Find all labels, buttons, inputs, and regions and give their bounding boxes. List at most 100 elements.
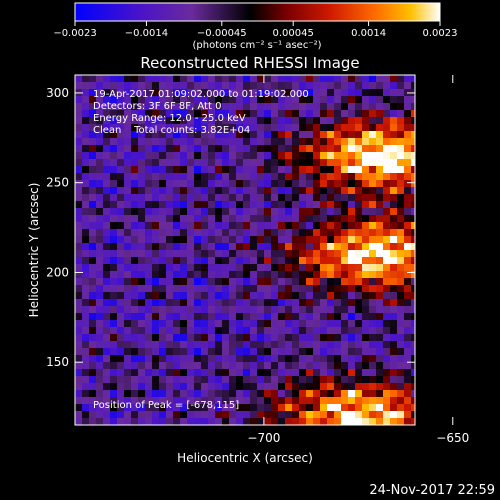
heatmap-cell: [376, 208, 384, 216]
heatmap-cell: [278, 418, 286, 425]
heatmap-cell: [306, 117, 314, 125]
heatmap-cell: [117, 152, 125, 160]
heatmap-cell: [411, 250, 415, 258]
heatmap-cell: [257, 362, 265, 370]
heatmap-cell: [341, 278, 349, 286]
heatmap-cell: [236, 103, 244, 111]
heatmap-cell: [180, 215, 188, 223]
heatmap-cell: [75, 138, 83, 146]
heatmap-cell: [341, 369, 349, 377]
heatmap-cell: [404, 180, 412, 188]
heatmap-cell: [96, 180, 104, 188]
heatmap-cell: [215, 89, 223, 97]
heatmap-cell: [243, 285, 251, 293]
heatmap-cell: [138, 159, 146, 167]
heatmap-cell: [369, 383, 377, 391]
heatmap-cell: [397, 320, 405, 328]
heatmap-cell: [236, 411, 244, 419]
heatmap-cell: [383, 257, 391, 265]
heatmap-cell: [131, 271, 139, 279]
heatmap-cell: [285, 103, 293, 111]
heatmap-cell: [369, 75, 377, 83]
heatmap-cell: [278, 187, 286, 195]
heatmap-cell: [215, 362, 223, 370]
heatmap-cell: [243, 96, 251, 104]
heatmap-cell: [397, 152, 405, 160]
heatmap-cell: [145, 257, 153, 265]
annotation-energy-range: Energy Range: 12.0 - 25.0 keV: [93, 113, 246, 124]
heatmap-cell: [180, 271, 188, 279]
heatmap-cell: [222, 292, 230, 300]
heatmap-cell: [313, 187, 321, 195]
heatmap-cell: [82, 75, 90, 83]
heatmap-cell: [131, 117, 139, 125]
heatmap-cell: [404, 117, 412, 125]
axis-ticks: −700−650−600150200250300: [46, 75, 469, 445]
heatmap-cell: [145, 173, 153, 181]
heatmap-cell: [96, 397, 104, 405]
heatmap-cell: [103, 89, 111, 97]
heatmap-cell: [299, 320, 307, 328]
heatmap-cell: [138, 152, 146, 160]
heatmap-cell: [194, 124, 202, 132]
heatmap-cell: [187, 369, 195, 377]
heatmap-cell: [411, 243, 415, 251]
heatmap-cell: [117, 180, 125, 188]
heatmap-cell: [82, 278, 90, 286]
heatmap-cell: [397, 250, 405, 258]
heatmap-cell: [180, 96, 188, 104]
heatmap-cell: [383, 159, 391, 167]
heatmap-cell: [131, 194, 139, 202]
heatmap-cell: [159, 313, 167, 321]
heatmap-cell: [215, 397, 223, 405]
heatmap-cell: [390, 89, 398, 97]
heatmap-cell: [320, 411, 328, 419]
heatmap-cell: [320, 250, 328, 258]
heatmap-cell: [222, 243, 230, 251]
heatmap-cell: [117, 355, 125, 363]
heatmap-cell: [89, 201, 97, 209]
heatmap-cell: [299, 348, 307, 356]
heatmap-cell: [180, 124, 188, 132]
heatmap-cell: [229, 404, 237, 412]
heatmap-cell: [103, 124, 111, 132]
heatmap-cell: [166, 145, 174, 153]
heatmap-cell: [299, 376, 307, 384]
heatmap-cell: [75, 348, 83, 356]
heatmap-cell: [264, 271, 272, 279]
heatmap-cell: [292, 334, 300, 342]
heatmap-cell: [201, 243, 209, 251]
heatmap-cell: [292, 152, 300, 160]
heatmap-cell: [271, 327, 279, 335]
colorbar-tick-label: 0.00045: [273, 28, 314, 39]
heatmap-cell: [152, 376, 160, 384]
heatmap-cell: [299, 236, 307, 244]
heatmap-cell: [131, 257, 139, 265]
heatmap-cell: [390, 355, 398, 363]
heatmap-cell: [355, 299, 363, 307]
heatmap-cell: [222, 215, 230, 223]
heatmap-cell: [229, 320, 237, 328]
heatmap-cell: [201, 110, 209, 118]
heatmap-cell: [82, 411, 90, 419]
heatmap-cell: [320, 327, 328, 335]
heatmap-cell: [138, 215, 146, 223]
heatmap-cell: [117, 390, 125, 398]
heatmap-cell: [152, 159, 160, 167]
heatmap-cell: [110, 348, 118, 356]
heatmap-cell: [306, 131, 314, 139]
heatmap-cell: [320, 145, 328, 153]
heatmap-cell: [320, 264, 328, 272]
heatmap-cell: [411, 397, 415, 405]
heatmap-cell: [124, 166, 132, 174]
heatmap-cell: [222, 299, 230, 307]
heatmap-cell: [110, 313, 118, 321]
heatmap-cell: [264, 285, 272, 293]
heatmap-cell: [327, 348, 335, 356]
heatmap-cell: [110, 299, 118, 307]
heatmap-cell: [166, 96, 174, 104]
heatmap-cell: [327, 236, 335, 244]
heatmap-cell: [334, 110, 342, 118]
heatmap-cell: [131, 404, 139, 412]
